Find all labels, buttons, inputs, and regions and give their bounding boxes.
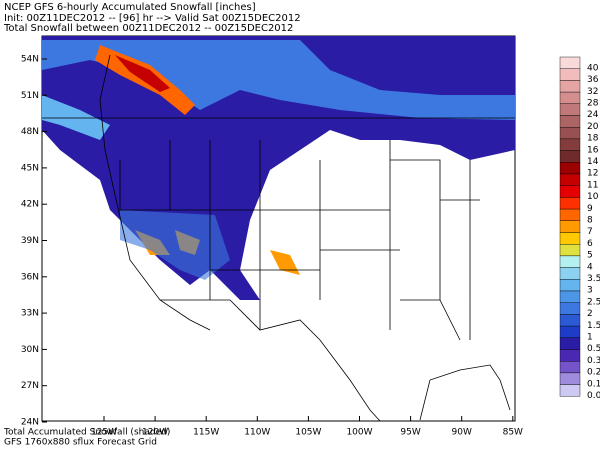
colorbar-swatch [559, 80, 581, 93]
colorbar-label: 2 [587, 309, 593, 319]
colorbar-label: 18 [587, 134, 599, 144]
longitude-label: 105W [295, 428, 321, 438]
colorbar-swatch [559, 349, 581, 362]
colorbar-swatch [559, 279, 581, 292]
colorbar-label: 0.2 [587, 368, 600, 378]
latitude-label: 33N [21, 309, 39, 319]
colorbar-swatch [559, 243, 581, 257]
longitude-label: 90W [452, 428, 472, 438]
header-line: Init: 00Z11DEC2012 -- [96] hr --> Valid … [4, 13, 301, 24]
latitude-label: 30N [21, 345, 39, 355]
colorbar-label: 0.3 [587, 356, 600, 366]
longitude-label: 120W [142, 428, 168, 438]
latitude-label: 54N [21, 55, 39, 65]
colorbar-label: 20 [587, 122, 599, 132]
colorbar-label: 2.5 [587, 297, 600, 307]
colorbar-label: 1 [587, 332, 593, 342]
colorbar-label: 32 [587, 87, 598, 97]
colorbar: 4036322824201816141211109876543.532.521.… [559, 56, 600, 401]
map [41, 35, 516, 422]
latitude-label: 48N [21, 127, 39, 137]
colorbar-swatch [559, 56, 581, 69]
colorbar-swatch [559, 290, 581, 303]
colorbar-swatch [559, 197, 581, 210]
colorbar-swatch [559, 115, 581, 128]
latitude-label: 42N [21, 200, 39, 210]
colorbar-label: 36 [587, 75, 599, 85]
colorbar-swatch [559, 138, 581, 151]
colorbar-swatch [559, 162, 581, 175]
colorbar-swatch [559, 232, 581, 245]
colorbar-swatch [559, 103, 581, 116]
colorbar-label: 16 [587, 145, 599, 155]
colorbar-label: 9 [587, 204, 593, 214]
colorbar-swatch [559, 337, 581, 350]
colorbar-swatch [559, 173, 581, 186]
longitude-labels: 125W 120W 115W 110W 105W 100W 95W 90W 85W [91, 416, 523, 438]
colorbar-swatch [559, 372, 581, 385]
colorbar-label: 11 [587, 180, 598, 190]
longitude-label: 110W [244, 428, 270, 438]
colorbar-swatch [559, 150, 581, 163]
footer-line: Total Accumulated Snowfall (shaded) [3, 428, 170, 438]
colorbar-label: 40 [587, 63, 599, 73]
latitude-labels: 54N 51N 48N 45N 42N 39N 36N 33N 30N 27N 24N [21, 55, 47, 428]
snow-shading [42, 36, 515, 300]
latitude-label: 24N [21, 418, 39, 428]
colorbar-swatch [559, 91, 581, 104]
latitude-label: 27N [21, 381, 39, 391]
footer-line: GFS 1760x880 sflux Forecast Grid [4, 438, 157, 448]
snow-area [115, 55, 170, 92]
colorbar-swatch [559, 255, 581, 268]
colorbar-label: 28 [587, 98, 599, 108]
header-line: NCEP GFS 6-hourly Accumulated Snowfall [… [4, 2, 256, 13]
longitude-label: 115W [193, 428, 219, 438]
colorbar-label: 6 [587, 239, 593, 249]
latitude-label: 45N [21, 163, 39, 173]
colorbar-swatch [559, 325, 581, 339]
colorbar-label: 12 [587, 169, 598, 179]
colorbar-label: 0.1 [587, 379, 600, 389]
colorbar-label: 8 [587, 215, 593, 225]
colorbar-swatch [559, 267, 581, 280]
colorbar-swatch [559, 361, 581, 374]
colorbar-swatch [559, 314, 581, 327]
snow-area [42, 95, 110, 140]
colorbar-label: 3.5 [587, 274, 600, 284]
colorbar-swatch [559, 220, 581, 233]
longitude-label: 85W [503, 428, 523, 438]
colorbar-swatch [559, 126, 581, 140]
snow-area [120, 210, 230, 280]
colorbar-label: 4 [587, 262, 593, 272]
colorbar-label: 3 [587, 286, 593, 296]
longitude-label: 125W [91, 428, 117, 438]
colorbar-swatch [559, 302, 581, 315]
longitude-label: 95W [400, 428, 420, 438]
longitude-label: 100W [346, 428, 372, 438]
colorbar-label: 0.05 [587, 391, 600, 401]
colorbar-label: 14 [587, 157, 599, 167]
colorbar-label: 10 [587, 192, 599, 202]
colorbar-label: 0.5 [587, 344, 600, 354]
colorbar-label: 1.5 [587, 321, 600, 331]
latitude-label: 36N [21, 272, 39, 282]
boundaries [42, 54, 515, 422]
colorbar-label: 24 [587, 110, 599, 120]
colorbar-label: 7 [587, 227, 593, 237]
latitude-label: 39N [21, 236, 39, 246]
latitude-label: 51N [21, 91, 39, 101]
header-line: Total Snowfall between 00Z11DEC2012 -- 0… [3, 23, 293, 34]
colorbar-label: 5 [587, 251, 593, 261]
colorbar-swatch [559, 68, 581, 81]
colorbar-swatch [559, 208, 581, 222]
colorbar-swatch [559, 185, 581, 198]
colorbar-swatch [559, 384, 581, 397]
snow-area [42, 40, 515, 120]
